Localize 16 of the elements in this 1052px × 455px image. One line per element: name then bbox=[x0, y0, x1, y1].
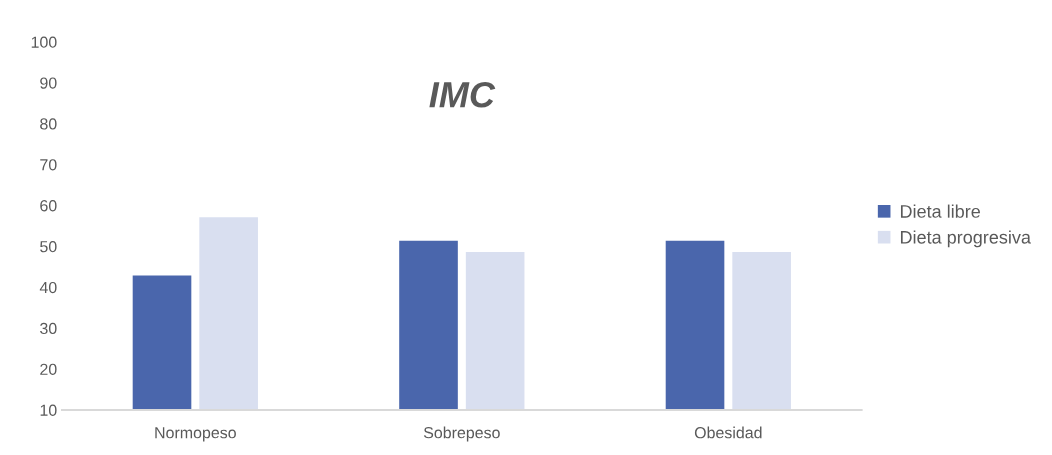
y-tick-label: 30 bbox=[40, 322, 57, 335]
x-tick-label: Obesidad bbox=[694, 426, 762, 439]
y-tick-label: 20 bbox=[40, 363, 57, 375]
x-tick-label: Normopeso bbox=[155, 427, 236, 442]
y-tick-label: 40 bbox=[39, 281, 57, 294]
y-tick-label: 60 bbox=[40, 200, 57, 212]
x-tick-label: Sobrepeso bbox=[423, 426, 500, 442]
y-tick-label: 70 bbox=[40, 159, 57, 171]
y-tick-label: 100 bbox=[31, 36, 57, 48]
y-tick-label: 90 bbox=[40, 77, 57, 89]
legend-label: Dieta libre bbox=[900, 204, 980, 218]
y-tick-label: 10 bbox=[40, 404, 57, 416]
y-tick-label: 50 bbox=[40, 240, 57, 253]
text: IMC bbox=[429, 81, 496, 108]
y-tick-label: 80 bbox=[40, 118, 57, 130]
legend-label: Dieta progresiva bbox=[900, 230, 1031, 248]
